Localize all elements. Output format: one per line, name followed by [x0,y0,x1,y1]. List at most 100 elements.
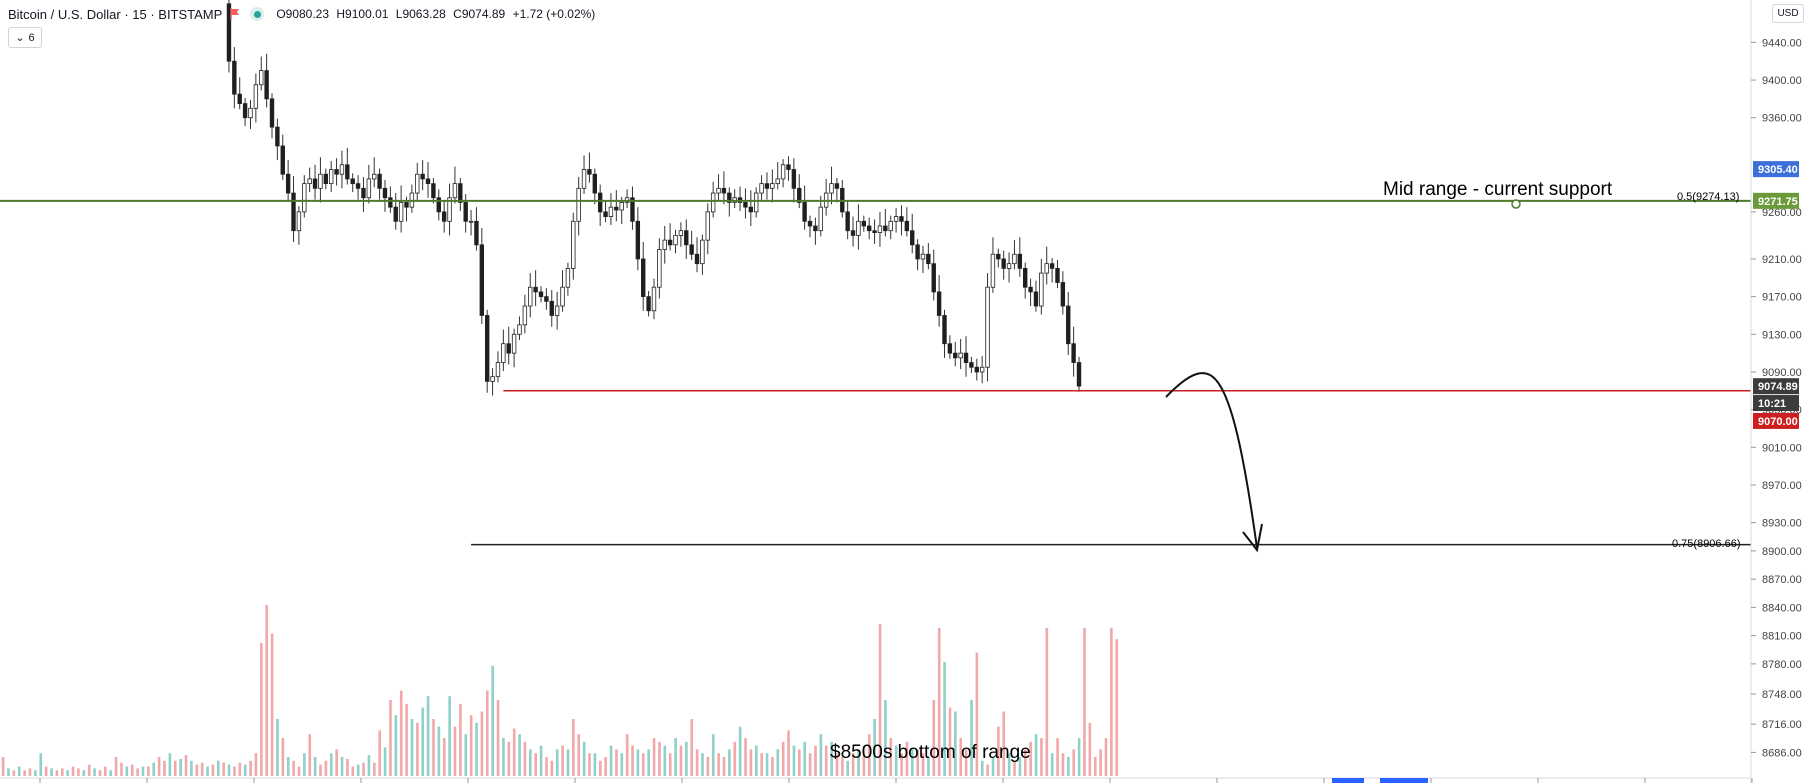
candle-body [985,286,990,368]
candle-body [689,244,694,255]
candle-body [802,202,807,222]
candle-body [721,187,727,194]
volume-bar [674,738,677,776]
candle-body [431,183,436,199]
volume-bar [744,738,747,776]
volume-bar [190,760,193,776]
y-tick-label: 9360.00 [1762,113,1802,125]
volume-bar [286,757,290,776]
volume-bar [932,700,936,776]
volume-bar [1115,639,1119,776]
currency-button[interactable]: USD [1772,4,1804,23]
candle-body [694,253,700,265]
candle-body [603,211,608,217]
volume-bar [71,766,75,776]
volume-bar [421,707,425,776]
volume-bar [211,764,215,776]
volume-bar [970,700,973,776]
indicators-collapse-button[interactable]: ⌄ 6 [8,27,42,48]
volume-bar [82,770,86,776]
volume-bar [206,766,209,776]
candle-body [302,183,307,213]
volume-bar [954,711,957,776]
price-tag-dark [1753,378,1799,395]
volume-bar [572,719,575,776]
volume-bar [77,768,80,776]
volume-bar [200,762,204,776]
candle-body [947,343,953,354]
volume-bar [442,738,446,776]
time-axis[interactable] [0,777,1753,783]
candle-body [597,192,603,213]
candle-body [651,286,657,312]
candle-body [296,211,302,232]
anchor-handle[interactable] [1511,199,1521,209]
candle-body [328,169,334,185]
candle-body [554,305,560,316]
symbol-title[interactable]: Bitcoin / U.S. Dollar · 15 · BITSTAMP [8,6,223,22]
candle-body [775,178,780,185]
volume-bar [948,707,952,776]
volume-bar [480,711,484,776]
volume-bar [615,749,618,776]
volume-bar [905,741,909,776]
volume-bar [841,757,844,776]
volume-bar [631,745,634,776]
volume-bar [550,760,554,776]
candle-body [614,206,619,211]
volume-bar [798,749,801,776]
candle-body [780,164,786,180]
volume-bar [911,747,914,776]
volume-bar [997,726,1000,776]
candle-body [684,230,689,246]
volume-bar [1104,738,1108,776]
candle-body [549,300,554,316]
volume-bar [884,700,887,776]
time-marker-b [1380,778,1428,783]
price-axis[interactable]: 9440.00 9400.00 9360.00 9260.00 9210.00 9170.… [1750,0,1802,783]
volume-bar [260,643,263,776]
volume-bar [1061,753,1065,776]
candle-body [538,291,544,298]
volume-bar [728,749,731,776]
candle-body [366,178,372,199]
candle-body [662,239,667,250]
projection-arrow [1165,372,1263,553]
candle-body [1039,272,1044,307]
volume-bar [426,696,430,776]
volume-bar [1077,738,1081,776]
candle-body [1017,253,1023,269]
y-tick-label: 8870.00 [1762,574,1802,586]
volume-bar [529,749,532,776]
volume-bar [152,762,156,776]
y-tick-label: 8780.00 [1762,659,1802,671]
time-marker-a [1332,778,1364,783]
volume-bar [1067,757,1070,776]
volume-bar [695,749,699,776]
candle-body [436,197,441,213]
volume-bar [50,768,53,776]
y-tick-label: 9090.00 [1762,367,1802,379]
candle-body [893,216,899,222]
volume-bar [1007,753,1011,776]
volume-bar [824,745,828,776]
close-value: C9074.89 [453,7,506,21]
volume-bar [1088,722,1092,776]
volume-bar [270,633,274,776]
volume-bar [814,745,817,776]
volume-bar [964,749,968,776]
volume-bar [184,755,188,776]
flag-icon[interactable] [230,8,240,20]
volume-bar [399,690,403,776]
volume-bar [986,764,989,776]
volume-bar [658,741,661,776]
volume-bar [356,764,360,776]
candle-body [845,211,850,232]
candle-body [1023,267,1028,288]
volume-bar [620,753,624,776]
candle-body [285,173,291,194]
volume-bar [340,757,344,776]
change-value: +1.72 (+0.02%) [512,7,596,21]
market-status-icon [250,7,265,21]
